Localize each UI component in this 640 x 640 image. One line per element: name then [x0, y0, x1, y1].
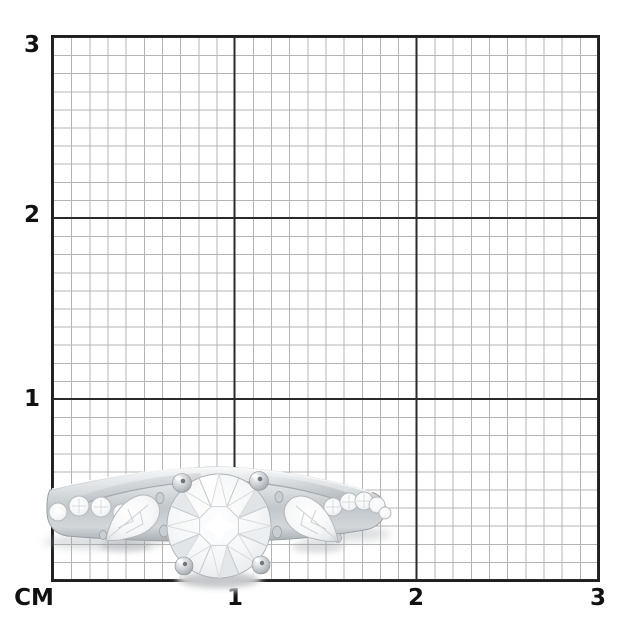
x-axis-tick-1: 1: [226, 585, 243, 611]
y-axis-tick-1: 1: [23, 386, 40, 412]
cm-grid-paper: [51, 35, 600, 582]
y-axis-tick-3: 3: [23, 32, 40, 58]
x-axis-tick-2: 2: [407, 585, 424, 611]
x-axis-tick-3: 3: [589, 585, 606, 611]
unit-label: CM: [14, 585, 54, 611]
y-axis-tick-2: 2: [23, 202, 40, 228]
